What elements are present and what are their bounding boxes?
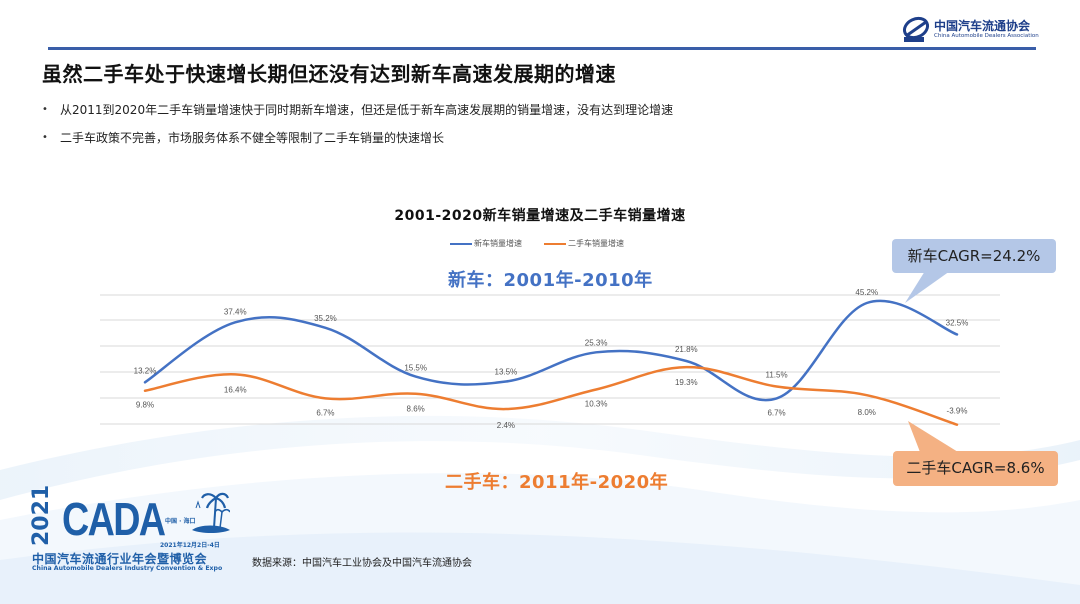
callout-used-pointer	[908, 421, 958, 452]
logo-chinese-name: 中国汽车流通协会	[934, 19, 1031, 33]
new-car-data-labels: 13.2% 37.4% 35.2% 15.5% 13.5% 25.3% 21.8% 6.7% 4…	[134, 288, 969, 417]
data-label: 8.6%	[407, 405, 425, 414]
used-car-period-label: 二手车：2011年-2020年	[445, 472, 669, 493]
new-car-cagr-callout: 新车CAGR=24.2%	[892, 239, 1056, 273]
chart-title: 2001-2020新车销量增速及二手车销量增速	[394, 208, 686, 224]
bullet-dot-icon: •	[42, 131, 48, 143]
data-label: 9.8%	[136, 401, 154, 410]
data-label: -3.9%	[947, 407, 968, 416]
cada-date: 2021年12月2日-4日	[160, 542, 220, 549]
legend-label: 新车销量增速	[474, 239, 522, 248]
cada-english-title: China Automobile Dealers Industry Conven…	[32, 565, 223, 572]
data-label: 21.8%	[675, 345, 698, 354]
data-label: 19.3%	[675, 378, 698, 387]
data-label: 6.7%	[767, 408, 785, 417]
new-car-period-label: 新车：2001年-2010年	[448, 270, 653, 291]
page-title: 虽然二手车处于快速增长期但还没有达到新车高速发展期的增速	[42, 62, 616, 86]
bullet-dot-icon: •	[42, 103, 48, 115]
data-label: 2.4%	[497, 421, 515, 430]
cada-year: 2021	[29, 484, 54, 546]
cada-location: 中国 · 海口	[165, 518, 196, 525]
callout-new-pointer	[905, 271, 950, 303]
new-car-growth-line	[143, 299, 959, 402]
data-label: 16.4%	[224, 385, 247, 394]
cada-chinese-title: 中国汽车流通行业年会暨博览会	[32, 552, 208, 566]
bullet-text: 从2011到2020年二手车销量增速快于同时期新车增速，但还是低于新车高速发展期…	[60, 102, 674, 117]
association-emblem-icon	[902, 16, 930, 42]
data-source-note: 数据来源：中国汽车工业协会及中国汽车流通协会	[252, 558, 472, 569]
legend-line-orange-icon	[544, 242, 566, 245]
chart-legend: 新车销量增速 二手车销量增速	[450, 238, 646, 249]
legend-item-new-car: 新车销量增速	[450, 238, 522, 249]
data-label: 37.4%	[224, 307, 247, 316]
data-label: 25.3%	[585, 338, 608, 347]
bullet-text: 二手车政策不完善，市场服务体系不健全等限制了二手车销量的快速增长	[60, 130, 445, 145]
data-label: 15.5%	[404, 364, 427, 373]
legend-line-blue-icon	[450, 242, 472, 245]
cada-wordmark: CADA	[62, 493, 166, 545]
bullet-item: • 二手车政策不完善，市场服务体系不健全等限制了二手车销量的快速增长	[42, 129, 673, 145]
logo-english-name: China Automobile Dealers Association	[934, 33, 1039, 39]
data-label: 10.3%	[585, 399, 608, 408]
bullet-item: • 从2011到2020年二手车销量增速快于同时期新车增速，但还是低于新车高速发…	[42, 101, 673, 117]
data-label: 6.7%	[316, 408, 334, 417]
cada-association-logo: 中国汽车流通协会 China Automobile Dealers Associ…	[900, 14, 1040, 46]
data-label: 35.2%	[314, 314, 337, 323]
data-label: 13.2%	[134, 366, 157, 375]
data-label: 13.5%	[495, 368, 518, 377]
legend-item-used-car: 二手车销量增速	[544, 238, 624, 249]
data-label: 45.2%	[855, 288, 878, 297]
palm-island-icon	[192, 492, 230, 533]
bullet-list: • 从2011到2020年二手车销量增速快于同时期新车增速，但还是低于新车高速发…	[42, 101, 673, 157]
data-label: 11.5%	[766, 371, 788, 380]
used-car-growth-line	[143, 365, 959, 426]
cada-event-logo: 2021 CADA 中国 · 海口 2021年12月2日-4日 中国汽车流通行业…	[29, 484, 230, 580]
legend-label: 二手车销量增速	[568, 239, 624, 248]
header-divider	[48, 47, 1036, 50]
used-car-cagr-callout: 二手车CAGR=8.6%	[893, 451, 1058, 486]
data-label: 8.0%	[858, 408, 876, 417]
data-label: 32.5%	[946, 318, 969, 327]
used-car-data-labels: 9.8% 16.4% 6.7% 8.6% 2.4% 10.3% 19.3% 11.5% 8.0%…	[136, 371, 968, 431]
chart-gridlines	[100, 294, 1000, 425]
